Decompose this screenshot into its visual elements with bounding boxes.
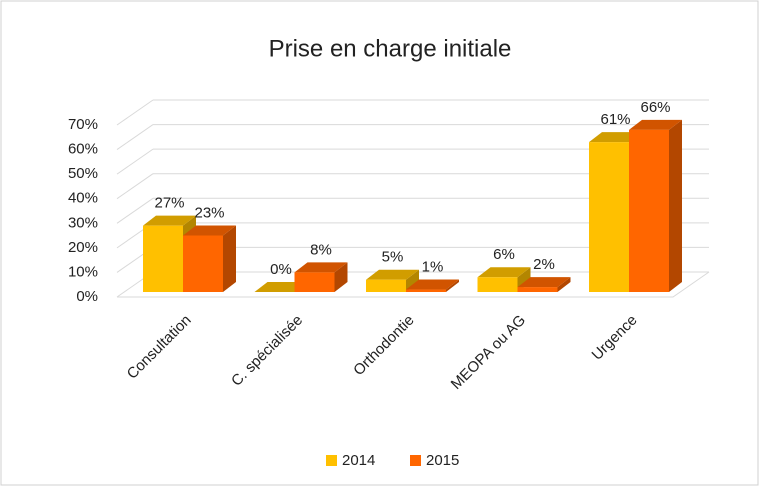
data-label: 6%: [493, 246, 515, 263]
bar-top: [589, 132, 642, 143]
bar: [183, 235, 223, 292]
grid-line: [116, 99, 154, 126]
grid-line: [116, 148, 154, 175]
bar-top: [517, 277, 571, 288]
data-label: 66%: [640, 99, 670, 116]
bar-side: [406, 269, 419, 292]
bar-side: [669, 119, 682, 292]
bar-side: [223, 225, 236, 292]
y-tick-label: 50%: [68, 165, 98, 182]
legend-swatch: [410, 455, 421, 466]
floor-edge: [117, 271, 710, 298]
y-tick-label: 60%: [68, 141, 98, 158]
grid-line: [116, 124, 154, 150]
y-tick-label: 70%: [68, 116, 98, 133]
bar: [629, 129, 669, 292]
y-tick-label: 40%: [68, 190, 98, 207]
bar-side: [446, 279, 459, 292]
data-label: 1%: [422, 259, 444, 276]
bar-top: [183, 225, 236, 236]
legend-label: 2014: [342, 452, 375, 469]
data-label: 23%: [194, 204, 224, 221]
legend-swatch: [326, 455, 337, 466]
legend-label: 2015: [426, 452, 459, 469]
grid-line: [116, 197, 154, 224]
data-label: 2%: [533, 256, 555, 273]
bar: [294, 272, 335, 292]
chart-title: Prise en charge initiale: [269, 35, 512, 62]
y-tick-label: 10%: [68, 263, 98, 280]
bar: [589, 142, 629, 292]
bar-top: [477, 267, 531, 278]
bar-top: [254, 282, 308, 292]
y-tick-label: 20%: [68, 239, 98, 256]
data-label: 27%: [154, 195, 184, 212]
grid-line: [116, 173, 154, 200]
data-label: 0%: [270, 261, 292, 278]
bar-side: [334, 262, 348, 292]
y-tick-label: 0%: [76, 288, 98, 305]
bar-side: [557, 277, 571, 292]
bar: [477, 277, 518, 292]
data-label: 61%: [600, 111, 630, 128]
bar: [406, 289, 446, 292]
bar-top: [366, 269, 419, 280]
bar: [366, 279, 406, 292]
bar: [517, 287, 558, 292]
bar-top: [143, 215, 196, 226]
y-tick-label: 30%: [68, 214, 98, 231]
data-label: 5%: [382, 249, 404, 266]
bar-top: [406, 279, 459, 290]
data-label: 8%: [310, 241, 332, 258]
bar-top: [629, 119, 682, 130]
bar: [143, 225, 183, 292]
bar-top: [294, 262, 348, 273]
